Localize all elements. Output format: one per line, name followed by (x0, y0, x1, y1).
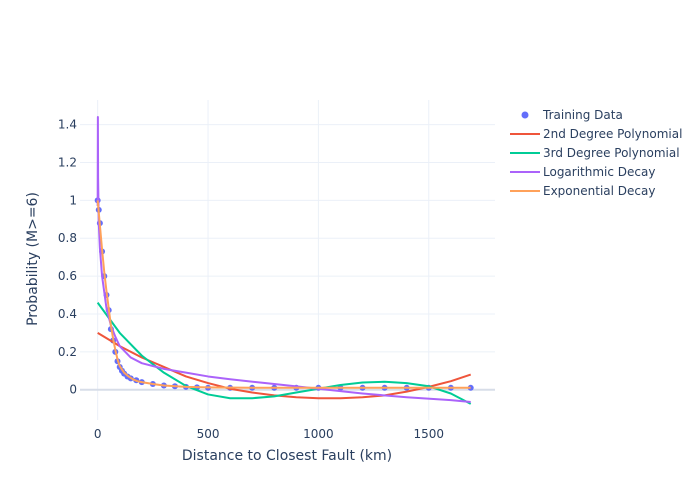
legend-label: Training Data (542, 108, 623, 122)
x-axis-title: Distance to Closest Fault (km) (182, 448, 392, 464)
series-logarithmic-decay (96, 116, 471, 404)
y-tick-label: 0.2 (58, 345, 77, 359)
legend-item[interactable]: Exponential Decay (510, 184, 655, 198)
y-tick-label: 1.4 (58, 118, 77, 132)
series-2nd-degree-polynomial (97, 332, 472, 400)
legend-marker (521, 111, 529, 119)
series-line (96, 302, 472, 405)
plot-area (94, 116, 474, 405)
legend-item[interactable]: 3rd Degree Polynomial (510, 146, 680, 160)
y-tick-label: 1.2 (58, 155, 77, 169)
legend-item[interactable]: Logarithmic Decay (510, 165, 655, 179)
x-tick-label: 0 (94, 427, 102, 441)
series-exponential-decay (96, 200, 471, 389)
legend-label: 2nd Degree Polynomial (543, 127, 682, 141)
series-3rd-degree-polynomial (96, 302, 472, 405)
series-line (96, 200, 471, 389)
x-tick-label: 500 (197, 427, 220, 441)
tick-labels: 0 500 1000 1500 0 0.2 0.4 0.6 0.8 1 1.2 1.4 (58, 118, 444, 441)
legend-label: 3rd Degree Polynomial (543, 146, 680, 160)
series-line (97, 332, 472, 400)
legend-item[interactable]: 2nd Degree Polynomial (510, 127, 682, 141)
legend-label: Exponential Decay (543, 184, 655, 198)
x-tick-label: 1500 (414, 427, 445, 441)
y-tick-label: 0.8 (58, 231, 77, 245)
grid (80, 100, 495, 420)
legend-item[interactable]: Training Data (521, 108, 623, 122)
y-tick-label: 0.6 (58, 269, 77, 283)
legend[interactable]: Training Data 2nd Degree Polynomial 3rd De… (510, 108, 682, 198)
y-tick-label: 1 (69, 193, 77, 207)
series-line (96, 116, 471, 404)
x-tick-label: 1000 (303, 427, 334, 441)
y-tick-label: 0.4 (58, 307, 77, 321)
legend-label: Logarithmic Decay (543, 165, 655, 179)
y-tick-label: 0 (69, 383, 77, 397)
y-axis-title: Probability (M>=6) (25, 192, 41, 326)
